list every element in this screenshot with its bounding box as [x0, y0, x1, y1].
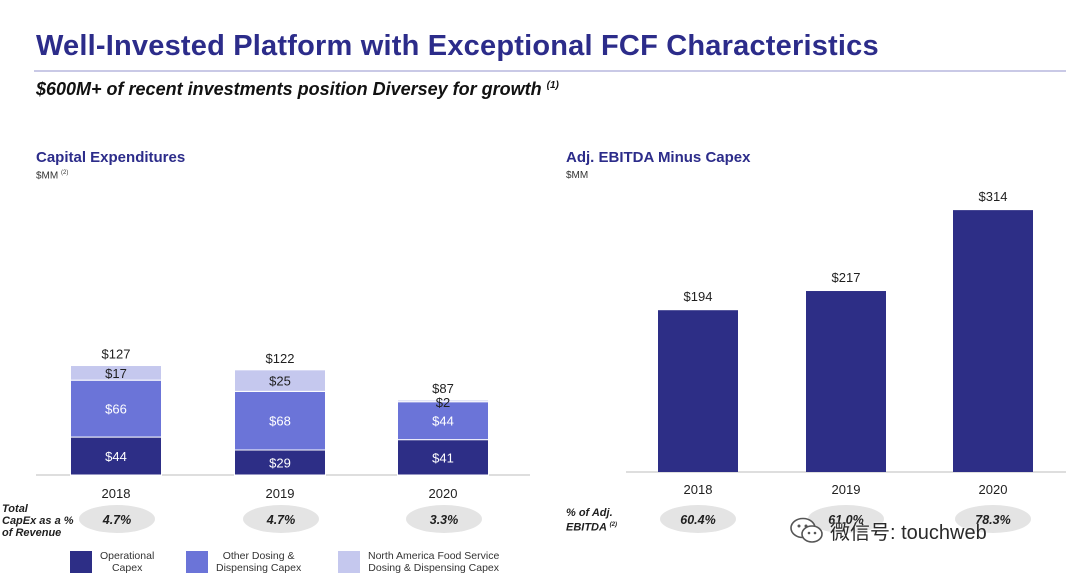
legend-label-other-dosing: Other Dosing & Dispensing Capex [216, 550, 301, 574]
capex-total-label-2018: $127 [102, 347, 131, 362]
legend-label-na-food-service: North America Food Service Dosing & Disp… [368, 550, 499, 574]
legend-item-other-dosing: Other Dosing & Dispensing Capex [186, 549, 301, 575]
capex-value-label-operational-2019: $29 [269, 456, 291, 471]
ebitda-pct-label-line2: EBITDA (2) [566, 519, 617, 534]
ebitda-chart-title: Adj. EBITDA Minus Capex [566, 149, 751, 166]
ebitda-x-tick-2020: 2020 [979, 482, 1008, 497]
ebitda-value-label-2018: $194 [684, 289, 713, 304]
ebitda-pct-value-2019: 61.0% [828, 513, 863, 527]
wechat-icon [790, 517, 823, 543]
ebitda-pct-row-label: % of Adj. EBITDA (2) [566, 507, 617, 534]
capex-chart-title: Capital Expenditures [36, 149, 186, 166]
capex-value-label-na-food-service-2019: $25 [269, 374, 291, 389]
legend-item-na-food-service: North America Food Service Dosing & Disp… [338, 549, 499, 575]
capex-bar-operational-2020 [397, 439, 489, 476]
ebitda-pct-pill-2018 [660, 505, 736, 533]
legend-na-food-service-line1: North America Food Service [368, 550, 500, 562]
wechat-watermark: 微信号: touchweb [790, 516, 987, 545]
capex-pct-label-line2: CapEx as a % [2, 515, 74, 527]
subtitle-footnote: (1) [546, 80, 559, 91]
capex-bar-other-dosing-2019 [234, 390, 326, 451]
legend-operational-line2: Capex [111, 562, 143, 574]
capex-value-label-operational-2018: $44 [105, 449, 127, 464]
capex-pct-pill-2019 [243, 505, 319, 533]
ebitda-bar-2019 [806, 291, 886, 472]
capex-pct-label-line1: Total [2, 503, 28, 515]
legend-swatch-other-dosing [186, 551, 208, 573]
watermark-text: 微信号: touchweb [830, 522, 987, 544]
capex-total-label-2020: $87 [432, 381, 454, 396]
capex-unit-footnote: (2) [61, 170, 69, 176]
capex-value-label-other-dosing-2018: $66 [105, 402, 127, 417]
capex-bar-operational-2018 [70, 436, 162, 476]
capex-pct-value-2018: 4.7% [102, 513, 132, 527]
capex-value-label-operational-2020: $41 [432, 450, 454, 465]
ebitda-pct-value-2020: 78.3% [975, 513, 1010, 527]
capex-pct-pill-2020 [406, 505, 482, 533]
capex-bar-na-food-service-2020 [397, 399, 489, 403]
legend-item-operational: Operational Capex [70, 549, 154, 575]
capex-pct-row-label: Total CapEx as a % of Revenue [2, 503, 74, 539]
capex-value-label-na-food-service-2018: $17 [105, 366, 127, 381]
ebitda-x-tick-2019: 2019 [832, 482, 861, 497]
capex-value-label-na-food-service-2020: $2 [436, 395, 450, 410]
capex-bar-other-dosing-2018 [70, 379, 162, 438]
ebitda-pct-label-text: EBITDA [566, 521, 607, 534]
capex-x-tick-2020: 2020 [429, 486, 458, 501]
ebitda-value-label-2019: $217 [832, 270, 861, 285]
capex-bar-na-food-service-2019 [234, 369, 326, 392]
ebitda-pct-value-2018: 60.4% [680, 513, 715, 527]
capex-total-label-2019: $122 [266, 351, 295, 366]
capex-bar-na-food-service-2018 [70, 365, 162, 381]
ebitda-value-label-2020: $314 [979, 189, 1008, 204]
ebitda-chart-unit: $MM [566, 170, 589, 181]
capex-pct-label-line3: of Revenue [2, 527, 62, 539]
capex-pct-value-2019: 4.7% [266, 513, 296, 527]
legend-na-food-service-line2: Dosing & Dispensing Capex [368, 562, 500, 574]
ebitda-pct-pill-2020 [955, 505, 1031, 533]
legend-label-operational: Operational Capex [100, 550, 154, 574]
capex-value-label-other-dosing-2019: $68 [269, 414, 291, 429]
ebitda-pct-label-footnote: (2) [609, 522, 617, 528]
legend-other-dosing-line1: Other Dosing & [222, 550, 295, 562]
page-title: Well-Invested Platform with Exceptional … [36, 30, 879, 62]
capex-x-tick-2018: 2018 [102, 486, 131, 501]
subtitle-text: $600M+ of recent investments position Di… [36, 79, 542, 99]
capex-bar-operational-2019 [234, 449, 326, 476]
capex-chart-unit: $MM (2) [36, 170, 68, 181]
legend-swatch-operational [70, 551, 92, 573]
capex-pct-value-2020: 3.3% [430, 513, 459, 527]
title-divider [34, 70, 1066, 72]
ebitda-bar-2020 [953, 210, 1033, 472]
capex-value-label-other-dosing-2020: $44 [432, 414, 454, 429]
capex-bar-other-dosing-2020 [397, 401, 489, 441]
legend-swatch-na-food-service [338, 551, 360, 573]
capex-pct-pill-2018 [79, 505, 155, 533]
ebitda-x-tick-2018: 2018 [684, 482, 713, 497]
legend-other-dosing-line2: Dispensing Capex [216, 562, 302, 574]
ebitda-pct-label-line1: % of Adj. [566, 507, 613, 519]
capex-x-tick-2019: 2019 [266, 486, 295, 501]
legend-operational-line1: Operational [100, 550, 155, 562]
ebitda-pct-pill-2019 [808, 505, 884, 533]
capex-unit-text: $MM [36, 170, 59, 182]
ebitda-bar-2018 [658, 310, 738, 472]
page-subtitle: $600M+ of recent investments position Di… [36, 79, 559, 100]
